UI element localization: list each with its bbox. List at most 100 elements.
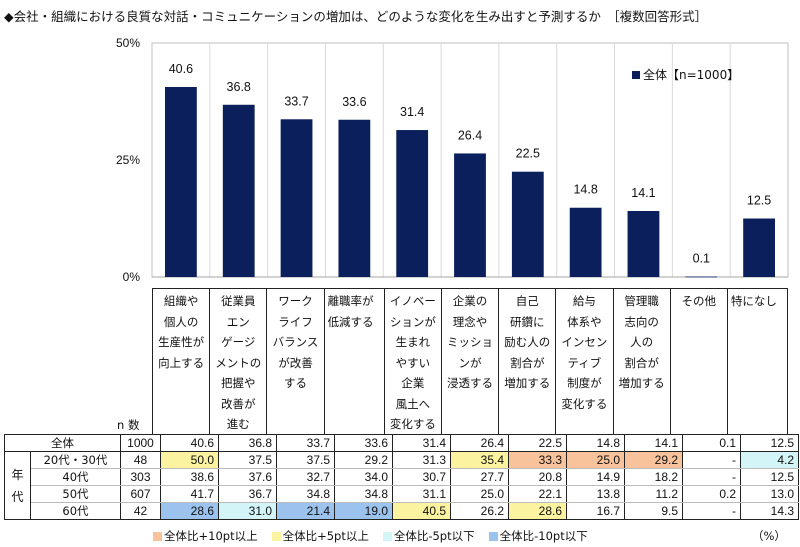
category-label-line: バランス <box>272 335 319 349</box>
table-cell: 26.4 <box>450 434 509 452</box>
legend-swatch <box>153 531 162 541</box>
row-label: 60代 <box>30 502 121 520</box>
table-cell: 33.6 <box>334 434 393 452</box>
table-cell: 14.1 <box>624 434 683 452</box>
category-label-line: が改善 <box>278 355 313 370</box>
category-label-line: 低減する <box>327 314 374 329</box>
data-label: 14.1 <box>631 186 655 200</box>
table-cell: - <box>682 451 741 469</box>
category-label-line: 個人の <box>163 314 199 329</box>
table-cell: 36.7 <box>218 485 277 503</box>
row-label: 20代・30代 <box>30 451 121 469</box>
category-label-line: 企業の <box>452 294 488 308</box>
table-cell: - <box>682 502 741 520</box>
bar <box>165 86 197 277</box>
table-cell: 31.1 <box>392 485 451 503</box>
legend-swatch <box>632 71 640 79</box>
category-label-line: やすい <box>395 355 431 370</box>
category-label-line: 制度が <box>567 376 602 390</box>
category-label-line: ンが <box>458 355 482 370</box>
category-label-line: ティブ <box>567 355 602 370</box>
data-label: 33.6 <box>342 95 366 109</box>
category-label-line: イノベー <box>389 294 436 308</box>
legend-label: 全体【n=1000】 <box>643 67 739 82</box>
table-cell: 40.5 <box>392 502 451 520</box>
table-row: 60代 42 28.6 31.0 21.4 19.0 40.5 26.2 28.6 16.7 9.5… <box>5 502 799 520</box>
data-table: 全体 1000 40.6 36.8 33.7 33.6 31.4 26.4 22.5 14.8 14… <box>4 434 799 520</box>
table-cell: 14.9 <box>566 468 625 486</box>
category-label-line: 志向の <box>624 314 659 329</box>
category-label-line: 理念や <box>452 314 488 329</box>
bar <box>685 276 718 278</box>
category-label-line: 自己 <box>515 294 539 308</box>
highlight-legend-item: 全体比+10pt以上 <box>153 528 258 544</box>
table-cell: 20.8 <box>508 468 567 486</box>
table-cell: 31.0 <box>218 502 277 520</box>
table-cell: 9.5 <box>624 502 683 520</box>
bar <box>511 171 544 277</box>
category-label-line: ライフ <box>278 314 313 329</box>
highlight-legend-item: 全体比+5pt以上 <box>271 528 369 544</box>
category-label-line: 管理職 <box>624 294 659 308</box>
bars <box>165 86 775 278</box>
category-label-line: 増加する <box>504 376 551 390</box>
category-label-line: インセン <box>561 335 608 349</box>
category-label-line: メントの <box>215 355 262 370</box>
category-label-line: 生まれ <box>395 335 431 349</box>
group-label: 年代 <box>4 451 31 520</box>
table-cell: 13.8 <box>566 485 625 503</box>
y-axis-ticks: 0% 25% 50% <box>116 36 140 284</box>
table-cell: 22.1 <box>508 485 567 503</box>
highlight-legend: 全体比+10pt以上 全体比+5pt以上 全体比-5pt以下 全体比-10pt以下 <box>153 528 588 544</box>
table-cell: 31.4 <box>392 434 451 452</box>
table-cell: 0.2 <box>682 485 741 503</box>
bar <box>280 119 313 277</box>
bar <box>222 104 255 277</box>
group-label-char: 年 <box>11 467 24 482</box>
table-cell: 0.1 <box>682 434 741 452</box>
n-value: 48 <box>120 451 161 469</box>
table-cell: 27.7 <box>450 468 509 486</box>
chart-legend: 全体【n=1000】 <box>632 67 739 82</box>
legend-label: 全体比+10pt以上 <box>164 529 258 543</box>
table-cell: 13.0 <box>740 485 799 503</box>
table-cell: 22.5 <box>508 434 567 452</box>
category-label: ワーク ライフ バランス が改善 する <box>267 289 325 435</box>
category-label: 特になし <box>728 289 787 435</box>
category-label: 離職率が 低減する <box>325 289 385 435</box>
row-label: 50代 <box>30 485 121 503</box>
table-row: 年代 20代・30代 48 50.0 37.5 37.5 29.2 31.3 35.4 33.3 2… <box>4 451 799 520</box>
data-label: 33.7 <box>284 94 308 108</box>
category-label: イノベー ションが 生まれ やすい 企業 風土へ 変化する <box>385 289 442 435</box>
data-label: 40.6 <box>169 62 193 76</box>
data-label: 31.4 <box>400 105 424 119</box>
category-label-line: 把握や <box>221 376 256 390</box>
category-label: 組織や 個人の 生産性が 向上する <box>153 289 211 435</box>
unit-label: （%） <box>752 529 786 543</box>
n-value: 1000 <box>120 434 161 452</box>
data-label: 36.8 <box>227 80 251 94</box>
table-cell: 18.2 <box>624 468 683 486</box>
bar <box>743 218 775 277</box>
n-value: 607 <box>120 485 161 503</box>
row-label: 全体 <box>4 434 121 452</box>
table-cell: 37.6 <box>218 468 277 486</box>
n-value: 42 <box>120 502 161 520</box>
data-labels: 40.6 36.8 33.7 33.6 31.4 26.4 22.5 14.8 14.1 0.1 1… <box>169 62 772 266</box>
table-cell: 26.2 <box>450 502 509 520</box>
table-cell: 40.6 <box>160 434 219 452</box>
y-tick-label: 0% <box>123 270 141 284</box>
category-label-line: 浸透する <box>447 376 494 390</box>
table-row-total: 全体 1000 40.6 36.8 33.7 33.6 31.4 26.4 22.5 14.8 14… <box>4 434 799 452</box>
table-cell: 28.6 <box>160 502 219 520</box>
category-label-line: 体系や <box>567 314 602 329</box>
category-label-line: 励む人の <box>504 335 551 349</box>
legend-swatch <box>382 531 392 541</box>
category-label-line: 変化する <box>389 417 436 431</box>
table-row: 50代 607 41.7 36.7 34.8 34.8 31.1 25.0 22.1 13.8 11… <box>5 485 799 503</box>
legend-label: 全体比-5pt以下 <box>393 529 475 543</box>
table-cell: 31.3 <box>392 451 451 469</box>
bar <box>627 211 660 277</box>
table-cell: 19.0 <box>334 502 393 520</box>
category-label-line: ションが <box>389 314 436 329</box>
